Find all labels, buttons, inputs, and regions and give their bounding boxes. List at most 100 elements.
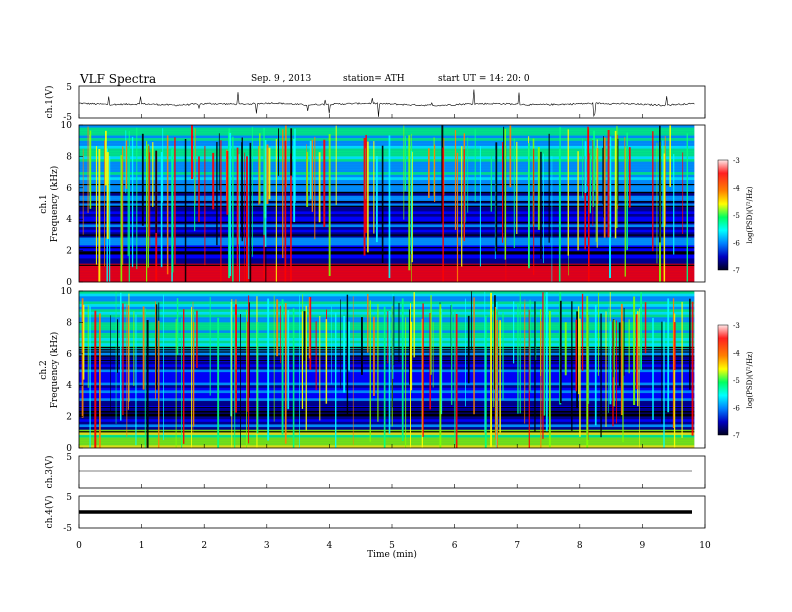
sferic-stripe bbox=[535, 307, 537, 361]
sferic-stripe bbox=[194, 128, 196, 204]
sferic-stripe bbox=[147, 144, 149, 268]
sferic-stripe bbox=[548, 133, 550, 243]
spectrogram-band bbox=[79, 172, 695, 175]
sferic-stripe bbox=[193, 322, 195, 427]
sferic-stripe bbox=[266, 144, 269, 204]
sferic-stripe bbox=[282, 129, 284, 258]
spectrogram-band bbox=[79, 268, 695, 272]
sferic-stripe bbox=[244, 152, 245, 282]
spectrogram-band bbox=[79, 304, 695, 307]
freq-tick-label: 0 bbox=[66, 278, 72, 288]
sferic-stripe bbox=[367, 141, 369, 253]
sferic-stripe bbox=[626, 132, 628, 251]
sferic-stripe bbox=[315, 321, 317, 391]
spectrogram-band bbox=[79, 361, 695, 365]
sferic-stripe bbox=[673, 313, 676, 448]
spectrogram-band bbox=[79, 208, 695, 212]
ch2-colorbar bbox=[717, 324, 729, 436]
spectrogram-band bbox=[79, 187, 695, 191]
sferic-stripe bbox=[494, 149, 496, 259]
sferic-stripe bbox=[110, 315, 111, 412]
sferic-stripe bbox=[637, 311, 639, 407]
sferic-stripe bbox=[104, 140, 105, 267]
spectrogram-line bbox=[79, 349, 695, 351]
sferic-stripe bbox=[624, 136, 626, 200]
sferic-stripe bbox=[607, 130, 610, 238]
sferic-stripe bbox=[348, 321, 350, 371]
spectrogram-band bbox=[79, 179, 695, 183]
sferic-stripe bbox=[499, 320, 501, 433]
freq-tick-label: 0 bbox=[66, 444, 72, 454]
sferic-stripe bbox=[376, 156, 378, 243]
sferic-stripe bbox=[328, 134, 331, 276]
sferic-stripe bbox=[234, 314, 236, 448]
ch4-tick-top: 5 bbox=[66, 493, 72, 503]
sferic-stripe bbox=[155, 304, 158, 390]
spectrogram-line bbox=[79, 351, 695, 353]
ch2-freq-ticks: 0 2 4 6 8 10 bbox=[61, 287, 83, 454]
sferic-stripe bbox=[388, 310, 391, 434]
sferic-stripe bbox=[181, 318, 183, 448]
sferic-stripe bbox=[404, 135, 406, 191]
sferic-stripe bbox=[248, 295, 250, 444]
sferic-stripe bbox=[428, 148, 430, 198]
sferic-stripe bbox=[524, 303, 526, 424]
sferic-stripe bbox=[490, 292, 492, 447]
spectrogram-band bbox=[79, 434, 695, 438]
sferic-stripe bbox=[421, 318, 423, 448]
sferic-stripe bbox=[229, 132, 232, 277]
sferic-stripe bbox=[303, 311, 306, 360]
ch2-channel-label: ch.2 bbox=[39, 360, 49, 379]
sferic-stripe bbox=[543, 153, 544, 264]
time-tick-label: 3 bbox=[264, 541, 270, 551]
ch4-ylabel: ch.4(V) bbox=[44, 496, 55, 529]
spectrogram-band bbox=[79, 432, 695, 436]
spectrogram-band bbox=[79, 219, 695, 223]
spectrogram-line bbox=[79, 414, 695, 416]
sferic-stripe bbox=[87, 126, 89, 213]
sferic-stripe bbox=[367, 293, 369, 353]
sferic-stripe bbox=[287, 310, 290, 410]
sferic-stripe bbox=[602, 147, 604, 205]
colorbar-tick-label: -5 bbox=[733, 212, 740, 220]
spectrogram-band bbox=[79, 291, 695, 294]
spectrogram-band bbox=[79, 177, 695, 181]
sferic-stripe bbox=[264, 140, 267, 247]
sferic-stripe bbox=[540, 151, 542, 259]
spectrogram-line bbox=[79, 247, 695, 249]
sferic-stripe bbox=[430, 295, 432, 375]
spectrogram-line bbox=[79, 407, 695, 409]
sferic-stripe bbox=[467, 137, 469, 213]
sferic-stripe bbox=[292, 308, 295, 448]
sferic-stripe bbox=[519, 292, 521, 414]
sferic-stripe bbox=[633, 296, 636, 405]
sferic-stripe bbox=[663, 321, 665, 448]
sferic-stripe bbox=[669, 125, 671, 187]
sferic-stripe bbox=[474, 129, 476, 202]
spectrogram-band bbox=[79, 198, 695, 202]
ch1-colorbar-ticks: -3 -4 -5 -6 -7 bbox=[733, 157, 740, 275]
ch1-colorbar-label: log(PSD)(V²/Hz) bbox=[746, 186, 754, 243]
sferic-stripe bbox=[95, 146, 97, 265]
ch2-spectrogram bbox=[79, 291, 705, 449]
spectrogram-band bbox=[79, 325, 695, 328]
sferic-stripe bbox=[340, 299, 341, 389]
ch3-panel: 5 ch.3(V) bbox=[44, 453, 706, 488]
freq-tick-label: 10 bbox=[61, 121, 73, 131]
freq-tick-label: 2 bbox=[66, 413, 72, 423]
sferic-stripe bbox=[192, 301, 194, 433]
spectrogram-band bbox=[79, 203, 695, 207]
sferic-stripe bbox=[276, 299, 279, 357]
spectrogram-band bbox=[79, 440, 695, 443]
sferic-stripe bbox=[98, 149, 101, 282]
sferic-stripe bbox=[639, 308, 640, 448]
sferic-stripe bbox=[640, 292, 642, 370]
time-axis-ticks: 0 1 2 3 4 5 6 7 8 9 10 bbox=[76, 114, 711, 551]
sferic-stripe bbox=[484, 315, 487, 448]
colorbar-tick-label: -4 bbox=[733, 350, 740, 358]
spectrogram-band bbox=[79, 364, 695, 368]
ch1-freq-label: Frequency (kHz) bbox=[49, 166, 60, 243]
sferic-stripe bbox=[125, 140, 128, 189]
sferic-stripe bbox=[463, 149, 465, 241]
